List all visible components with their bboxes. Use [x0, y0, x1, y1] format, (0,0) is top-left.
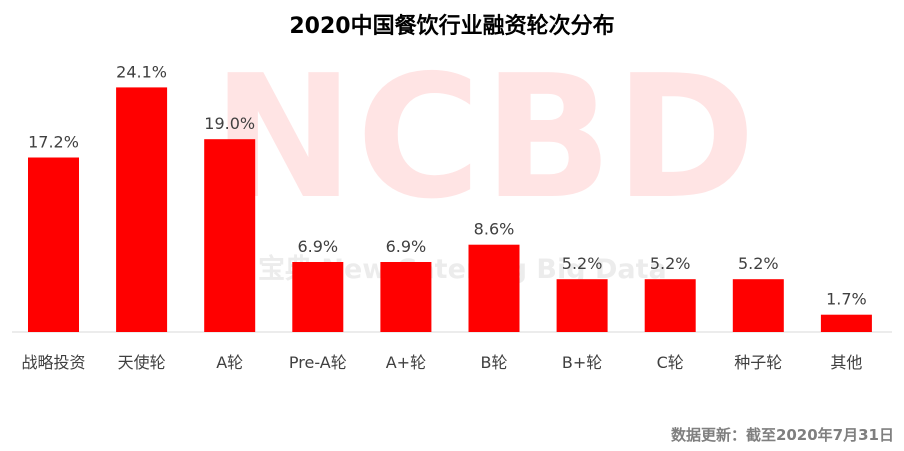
category-label: Pre-A轮	[289, 353, 347, 372]
data-label: 19.0%	[204, 114, 255, 133]
data-label: 1.7%	[826, 290, 867, 309]
bar	[644, 279, 696, 332]
data-label: 5.2%	[562, 254, 603, 273]
bar	[820, 314, 872, 332]
bar	[204, 139, 256, 332]
bar	[556, 279, 608, 332]
bar	[468, 244, 520, 332]
bar	[732, 279, 784, 332]
category-label: B+轮	[562, 353, 602, 372]
data-label: 24.1%	[116, 62, 167, 81]
category-label: B轮	[481, 353, 508, 372]
chart-title: 2020中国餐饮行业融资轮次分布	[289, 14, 615, 39]
category-label: A轮	[216, 353, 243, 372]
watermark-logo: NCBD	[212, 39, 758, 237]
data-label: 5.2%	[650, 254, 691, 273]
category-label: 战略投资	[21, 353, 85, 372]
category-label: 种子轮	[734, 353, 782, 372]
data-label: 6.9%	[386, 237, 427, 256]
bar	[116, 87, 168, 333]
category-label: 其他	[830, 353, 862, 372]
bar	[292, 262, 344, 332]
data-label: 6.9%	[297, 237, 338, 256]
data-label: 8.6%	[474, 220, 515, 239]
update-footnote: 数据更新：截至2020年7月31日	[670, 426, 894, 444]
bar	[380, 262, 432, 332]
bar	[28, 157, 79, 332]
category-label: C轮	[657, 353, 684, 372]
data-label: 17.2%	[28, 133, 79, 152]
data-label: 5.2%	[738, 254, 779, 273]
category-label: A+轮	[386, 353, 426, 372]
category-label: 天使轮	[118, 353, 166, 372]
